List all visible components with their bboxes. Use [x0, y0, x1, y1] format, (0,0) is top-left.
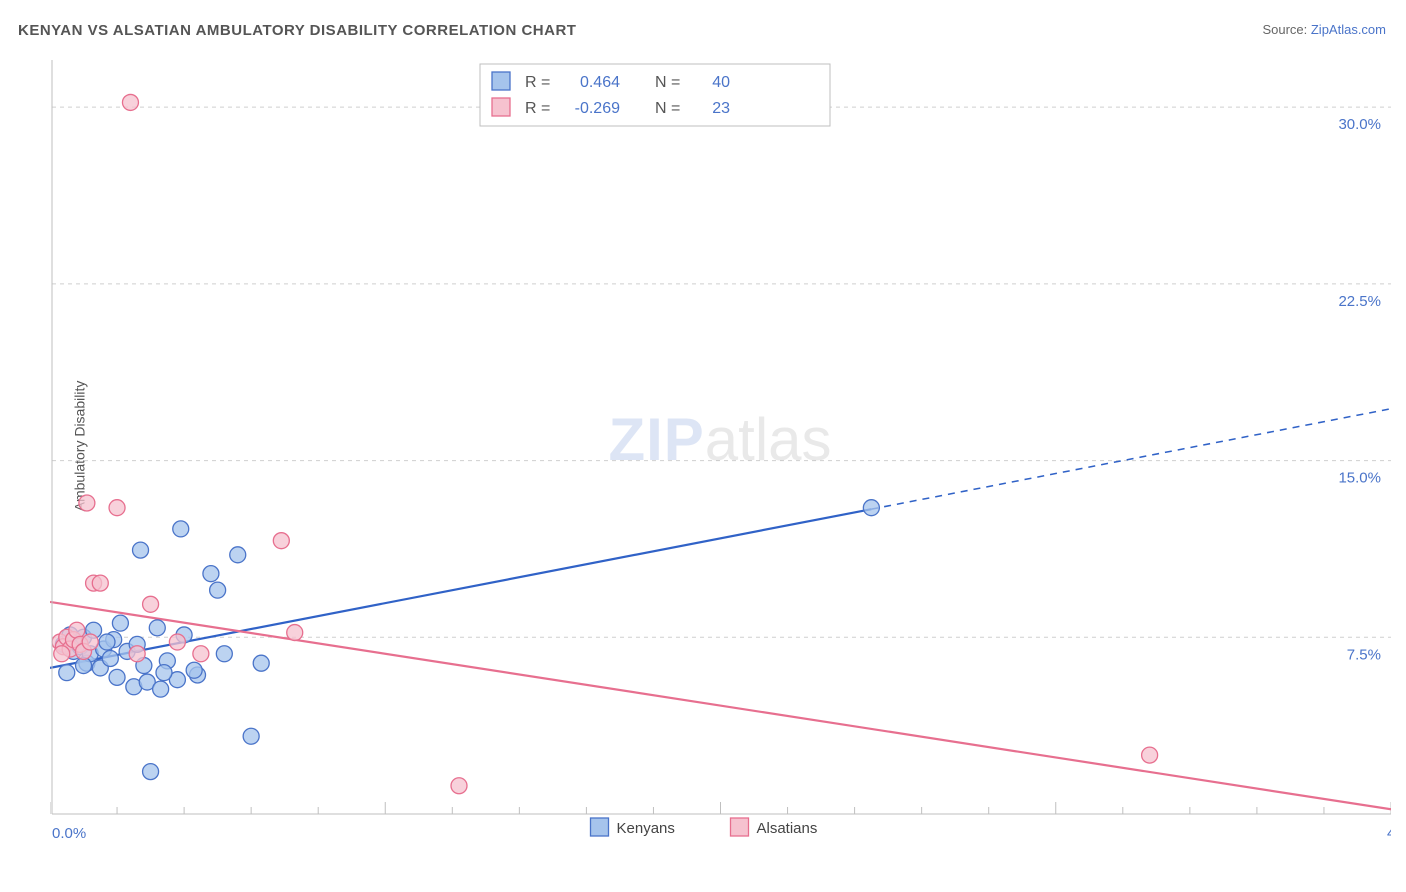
svg-text:23: 23	[712, 100, 730, 117]
plot-svg: ZIPatlas 7.5% 15.0% 22.5% 30.0% 0.0% 40.0% R…	[50, 60, 1391, 842]
grid	[52, 107, 1391, 637]
y-tick-labels: 7.5% 15.0% 22.5% 30.0%	[1338, 116, 1381, 663]
svg-text:40.0%: 40.0%	[1387, 825, 1391, 842]
watermark-zip: ZIP	[608, 406, 704, 473]
plot-area: ZIPatlas 7.5% 15.0% 22.5% 30.0% 0.0% 40.0% R…	[50, 60, 1391, 842]
svg-text:15.0%: 15.0%	[1338, 470, 1381, 487]
svg-text:Alsatians: Alsatians	[757, 820, 818, 837]
source-attribution: Source: ZipAtlas.com	[1262, 22, 1386, 37]
svg-text:-0.269: -0.269	[575, 100, 620, 117]
legend-bottom: Kenyans Alsatians	[591, 818, 818, 837]
chart-container: KENYAN VS ALSATIAN AMBULATORY DISABILITY…	[0, 0, 1406, 892]
svg-text:0.0%: 0.0%	[52, 825, 86, 842]
legend-top: R = 0.464 N = 40 R = -0.269 N = 23	[480, 64, 830, 126]
watermark-atlas: atlas	[705, 406, 832, 473]
svg-text:40: 40	[712, 74, 730, 91]
chart-title: KENYAN VS ALSATIAN AMBULATORY DISABILITY…	[18, 22, 576, 39]
x-ticks	[50, 802, 1391, 814]
svg-text:R =: R =	[525, 74, 550, 91]
x-tick-labels: 0.0% 40.0%	[52, 825, 1391, 842]
svg-text:30.0%: 30.0%	[1338, 116, 1381, 133]
svg-text:N =: N =	[655, 74, 680, 91]
svg-text:Kenyans: Kenyans	[617, 820, 675, 837]
source-label: Source:	[1262, 22, 1310, 37]
svg-text:22.5%: 22.5%	[1338, 293, 1381, 310]
source-link[interactable]: ZipAtlas.com	[1311, 22, 1386, 37]
svg-text:0.464: 0.464	[580, 74, 620, 91]
svg-text:R =: R =	[525, 100, 550, 117]
watermark: ZIPatlas	[608, 406, 831, 473]
svg-text:7.5%: 7.5%	[1347, 646, 1381, 663]
svg-text:N =: N =	[655, 100, 680, 117]
